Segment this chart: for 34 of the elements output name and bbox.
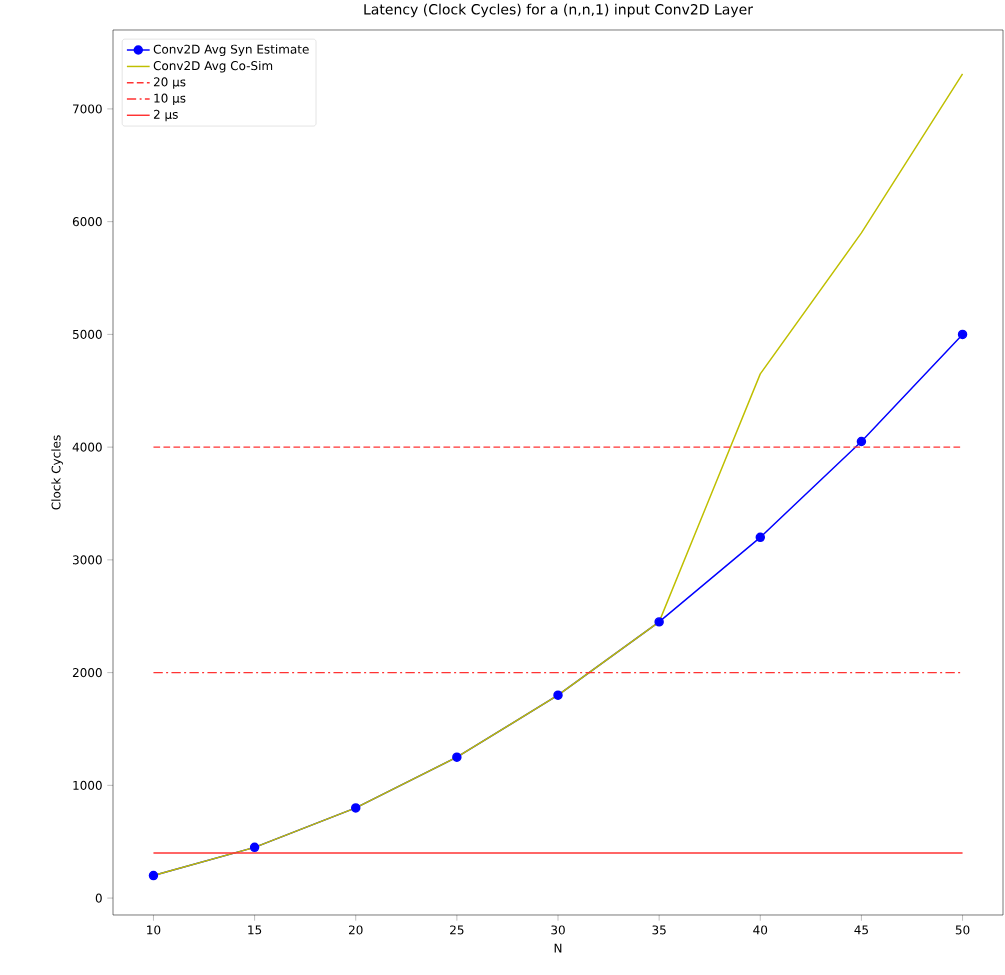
x-tick-label: 30 [551,925,565,935]
y-tick-label: 7000 [73,104,102,114]
x-tick-label: 15 [248,925,262,935]
y-tick-label: 6000 [72,217,102,227]
point [350,803,361,813]
x-tick-label: 10 [147,925,161,935]
point [957,329,968,340]
y-tick-label: 3000 [72,555,102,565]
legend-label: 2 µs [153,109,178,122]
y-tick-label: 1000 [73,780,102,790]
point [856,436,867,447]
point [654,617,664,627]
legend-label: Conv2D Avg Syn Estimate [153,44,309,57]
point [755,532,766,543]
y-tick-label: 0 [95,893,102,903]
chart-title: Latency (Clock Cycles) for a (n,n,1) input Conv2D Layer [364,3,753,18]
y-axis-title: Clock Cycles [51,435,63,510]
x-tick-label: 45 [854,925,868,935]
x-axis-title: N [554,943,562,953]
y-tick-label: 4000 [72,442,102,452]
x-tick-label: 35 [652,925,666,935]
legend-label: Conv2D Avg Co-Sim [153,60,273,73]
x-tick-label: 50 [955,925,970,935]
point [148,870,159,881]
y-tick-label: 2000 [72,668,102,678]
x-tick-label: 20 [348,925,363,935]
legend-label: 10 µs [154,93,186,105]
point [553,690,563,700]
legend-label: 20 µs [153,77,186,89]
y-tick-label: 5000 [72,329,102,339]
x-tick-label: 40 [753,925,768,935]
point [452,752,462,762]
x-tick-label: 25 [450,925,464,935]
point [249,842,260,853]
